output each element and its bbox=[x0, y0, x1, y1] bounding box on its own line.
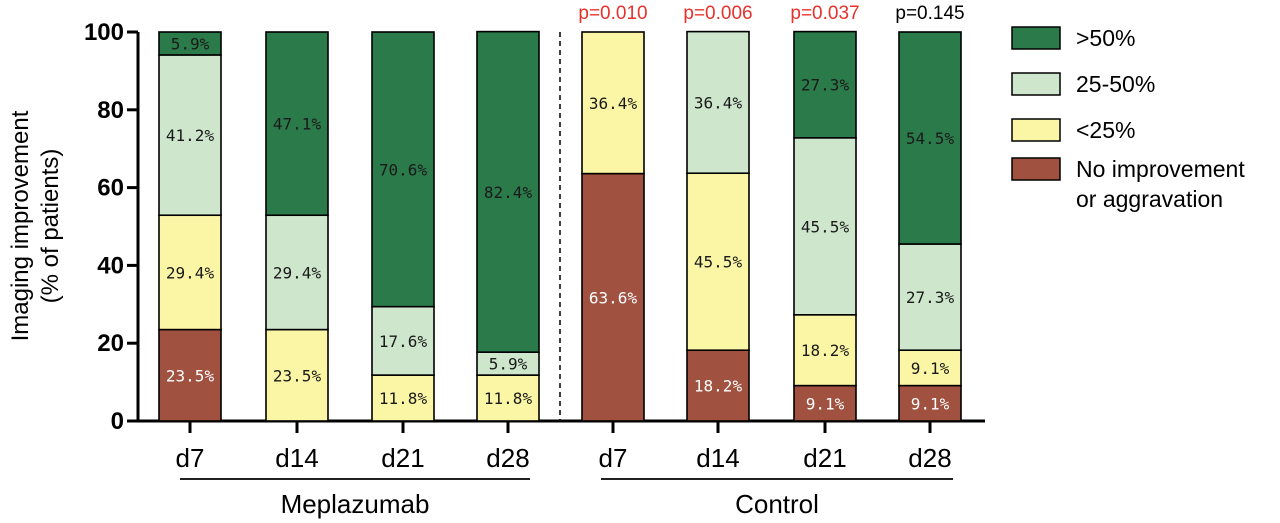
bar-segment-label: 70.6% bbox=[379, 160, 428, 179]
bar-segment-label: 11.8% bbox=[484, 389, 533, 408]
bar-segment-label: 27.3% bbox=[801, 76, 850, 95]
bar-segment bbox=[158, 328, 222, 422]
bar-segment-label: 29.4% bbox=[166, 263, 215, 282]
bar-segment bbox=[265, 328, 329, 422]
bar-segment-label: 18.2% bbox=[801, 341, 850, 360]
bar-segment-label: 23.5% bbox=[166, 366, 215, 385]
p-value-annotation: p=0.010 bbox=[578, 3, 647, 24]
x-tick-label: d7 bbox=[176, 443, 205, 473]
bar-segment-label: 23.5% bbox=[273, 366, 322, 385]
y-axis-title-line: Imaging improvement bbox=[7, 110, 34, 341]
bar-segment bbox=[793, 314, 857, 387]
legend-swatch bbox=[1011, 157, 1061, 181]
bar-segment bbox=[265, 214, 329, 331]
bar-segment-label: 5.9% bbox=[171, 34, 210, 53]
x-tick-label: d21 bbox=[381, 443, 424, 473]
group-label: Meplazumab bbox=[281, 489, 430, 519]
bar-segment-label: 82.4% bbox=[484, 183, 533, 202]
legend-label: or aggravation bbox=[1076, 186, 1223, 212]
bar-segment-label: 41.2% bbox=[166, 126, 215, 145]
bar-segment-label: 47.1% bbox=[273, 115, 322, 134]
p-value-annotation: p=0.037 bbox=[790, 3, 859, 24]
bar-segment-label: 45.5% bbox=[694, 253, 743, 272]
bar-segment-label: 29.4% bbox=[273, 263, 322, 282]
bar-segment bbox=[158, 214, 222, 331]
y-tick-label: 80 bbox=[97, 97, 124, 124]
y-tick-label: 60 bbox=[97, 175, 124, 202]
p-value-annotation: p=0.006 bbox=[683, 3, 752, 24]
y-tick-label: 40 bbox=[97, 252, 124, 279]
bar-segment bbox=[898, 349, 962, 387]
bar-segment-label: 36.4% bbox=[589, 94, 638, 113]
bar-segment bbox=[793, 30, 857, 139]
bar-segment bbox=[371, 374, 435, 422]
bar-segment bbox=[158, 31, 222, 56]
y-tick-label: 100 bbox=[84, 19, 124, 46]
bar-segment bbox=[476, 374, 540, 422]
legend-swatch bbox=[1011, 72, 1061, 96]
x-tick-label: d28 bbox=[486, 443, 529, 473]
bar-segment bbox=[898, 243, 962, 352]
bar-segment-label: 9.1% bbox=[911, 359, 950, 378]
bar-segment-label: 5.9% bbox=[489, 355, 528, 374]
legend-label: <25% bbox=[1076, 117, 1135, 143]
legend-label: No improvement bbox=[1076, 156, 1245, 182]
legend-swatch bbox=[1011, 26, 1061, 50]
y-tick-label: 20 bbox=[97, 330, 124, 357]
x-tick-label: d21 bbox=[803, 443, 846, 473]
bar-segment-label: 54.5% bbox=[906, 129, 955, 148]
y-tick-label: 0 bbox=[111, 408, 124, 435]
y-axis-title: Imaging improvement (% of patients) bbox=[7, 110, 64, 341]
group-label: Control bbox=[735, 489, 819, 519]
y-axis-title-line: (% of patients) bbox=[37, 149, 64, 304]
bar-segment-label: 9.1% bbox=[806, 394, 845, 413]
x-tick-label: d14 bbox=[696, 443, 739, 473]
bar-segment-label: 17.6% bbox=[379, 332, 428, 351]
bar-segment-label: 63.6% bbox=[589, 288, 638, 307]
x-tick-label: d28 bbox=[908, 443, 951, 473]
bar-segment bbox=[371, 31, 435, 308]
x-tick-label: d7 bbox=[599, 443, 628, 473]
legend-label: 25-50% bbox=[1076, 71, 1155, 97]
p-value-annotation: p=0.145 bbox=[895, 3, 964, 24]
bar-segment bbox=[371, 305, 435, 376]
bar-segment bbox=[581, 31, 645, 175]
bar-segment bbox=[686, 172, 750, 352]
bar-segment-label: 27.3% bbox=[906, 288, 955, 307]
bar-segment bbox=[265, 31, 329, 217]
legend-swatch bbox=[1011, 118, 1061, 142]
bar-segment bbox=[898, 31, 962, 245]
bar-segment-label: 11.8% bbox=[379, 389, 428, 408]
bar-segment bbox=[158, 54, 222, 217]
bar-segment bbox=[686, 349, 750, 422]
bar-segment-label: 9.1% bbox=[911, 394, 950, 413]
x-tick-label: d14 bbox=[275, 443, 318, 473]
bar-segment-label: 18.2% bbox=[694, 377, 743, 396]
bar-segment bbox=[476, 30, 540, 353]
bar-segment bbox=[898, 384, 962, 422]
legend-label: >50% bbox=[1076, 25, 1135, 51]
bar-segment bbox=[686, 30, 750, 175]
bar-segment bbox=[793, 384, 857, 422]
bar-segment bbox=[581, 172, 645, 422]
bar-segment-label: 36.4% bbox=[694, 93, 743, 112]
bar-segment-label: 45.5% bbox=[801, 217, 850, 236]
bar-segment bbox=[793, 137, 857, 316]
